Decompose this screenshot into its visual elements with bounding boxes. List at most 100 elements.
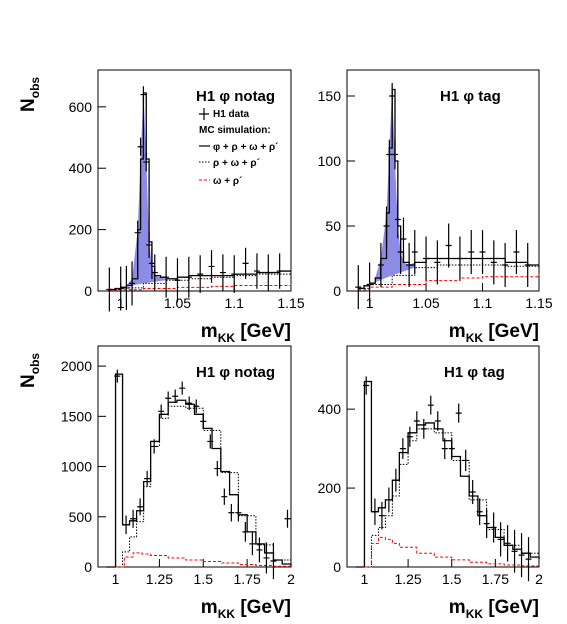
data-point [197,255,204,293]
data-point [163,256,170,298]
data-point [208,250,215,283]
panel-title: H1 φ tag [444,364,505,381]
data-point [200,414,207,429]
data-point [174,258,181,303]
legend-entry: ρ + ω + ρ´ [213,158,260,169]
y-tick-label: 0 [84,559,92,575]
data-point [158,404,165,419]
data-point [265,254,272,291]
legend-entry: φ + ρ + ω + ρ´ [213,142,279,153]
y-axis-label: Nobs [18,353,42,388]
data-point [151,439,158,454]
data-point [276,253,283,289]
plot-frame [346,345,540,568]
data-point [397,230,404,274]
data-point [284,509,291,528]
x-tick-label: 1.15 [277,295,304,311]
data-point [106,267,113,312]
x-tick-label: 1.1 [225,295,245,311]
panel-top-left: H1 φ notag H1 data MC simulation: φ + ρ … [18,69,305,345]
data-point [235,504,242,522]
phi-signal-fill [126,93,167,287]
data-point [518,533,525,578]
y-tick-label: 100 [318,153,342,169]
data-point [377,243,384,287]
data-point [468,230,475,274]
data-point [456,236,463,281]
data-point [386,139,393,170]
data-point [455,403,462,423]
y-tick-label: 0 [333,283,341,299]
data-point [383,206,390,246]
data-point [525,537,532,582]
data-point [427,395,434,415]
data-point [151,254,158,291]
data-point [490,512,497,543]
data-point [423,236,430,281]
series-line-solid [106,373,292,568]
data-point [179,381,186,395]
legend: H1 data MC simulation: φ + ρ + ω + ρ´ ρ … [199,109,279,187]
data-point [513,230,520,274]
panel-title: H1 φ tag [440,88,501,105]
data-point [524,243,531,287]
data-point [228,504,235,522]
data-point [413,411,420,431]
series-line-solid [109,92,291,291]
data-point [193,399,200,414]
data-point [483,509,490,539]
data-point [221,488,228,505]
data-point [140,86,147,103]
data-point [129,261,136,306]
data-point [231,255,238,293]
plot-frame [97,345,292,568]
x-tick-label: 1.25 [394,571,421,587]
series-line-dashed [358,274,540,291]
y-tick-label: 400 [69,160,93,176]
data-point [420,418,427,439]
data-point [371,498,378,526]
data-point [242,521,249,542]
data-point [385,487,392,513]
y-tick-label: 2000 [61,358,92,374]
data-point [137,137,144,156]
x-tick-label: 1.5 [194,571,214,587]
data-point [366,262,373,307]
data-point [411,230,418,274]
data-point [270,542,277,580]
y-tick-label: 200 [318,480,342,496]
data-point [400,217,407,261]
panel-title: H1 φ notag [196,364,275,381]
x-axis-label: mKK [GeV] [449,321,539,345]
data-point [114,369,121,383]
data-point [355,265,362,310]
y-tick-label: 0 [84,283,92,299]
panel-bottom-right: H1 φ tag 1 1.25 1.5 1.75 2 0 200 400 mKK [GeV] [318,345,543,621]
data-point [392,139,398,170]
x-axis-label: mKK [GeV] [201,321,291,345]
data-point [263,542,270,574]
data-point [394,200,401,239]
data-point [143,152,150,172]
data-point [242,247,249,279]
plot-frame [97,69,292,292]
data-point [185,256,192,298]
x-tick-label: 1.1 [473,295,493,311]
x-tick-label: 1.15 [525,295,552,311]
data-point [186,396,193,410]
series-line-dotted [115,405,292,568]
y-tick-label: 400 [318,401,342,417]
y-tick-label: 150 [318,88,342,104]
data-point [378,502,385,530]
data-point [130,509,137,528]
y-tick-label: 0 [333,559,341,575]
data-point [219,254,226,291]
data-point [445,223,452,268]
data-point [399,438,406,459]
data-point [363,376,370,395]
data-point [511,529,518,573]
series-line-dashed [115,552,292,568]
data-point [148,247,155,279]
legend-header: MC simulation: [199,125,271,136]
